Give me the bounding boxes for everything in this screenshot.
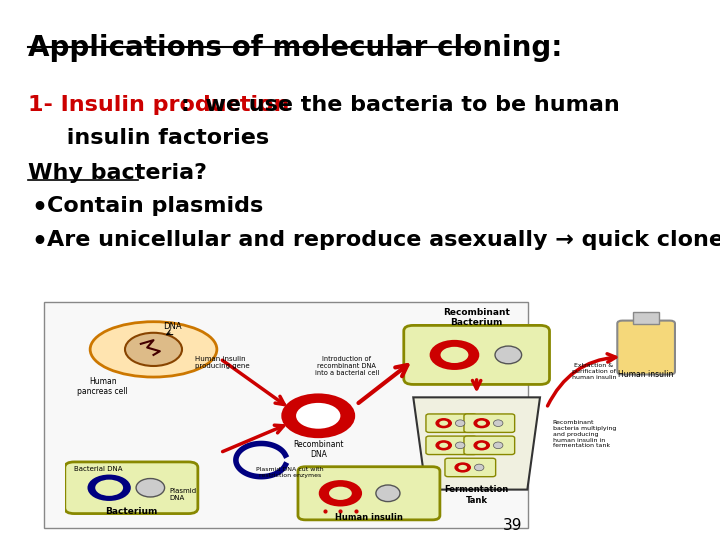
- Text: Human insulin: Human insulin: [618, 370, 673, 379]
- Text: Recombinant
DNA: Recombinant DNA: [293, 440, 343, 459]
- Circle shape: [95, 480, 123, 496]
- Circle shape: [474, 418, 490, 428]
- Text: Human
pancreas cell: Human pancreas cell: [78, 377, 128, 396]
- Ellipse shape: [456, 420, 465, 427]
- Ellipse shape: [493, 442, 503, 449]
- Circle shape: [320, 482, 361, 505]
- FancyBboxPatch shape: [632, 312, 659, 325]
- Text: :  we use the bacteria to be human: : we use the bacteria to be human: [181, 96, 620, 116]
- Circle shape: [439, 443, 448, 448]
- Text: Contain plasmids: Contain plasmids: [47, 196, 264, 216]
- FancyBboxPatch shape: [404, 326, 549, 384]
- Circle shape: [455, 463, 470, 472]
- Text: Bacterial DNA: Bacterial DNA: [74, 466, 123, 472]
- Text: 1- Insulin production: 1- Insulin production: [28, 96, 289, 116]
- Ellipse shape: [493, 420, 503, 427]
- Circle shape: [439, 421, 448, 426]
- Polygon shape: [413, 397, 540, 490]
- Text: Plasmid
DNA: Plasmid DNA: [169, 488, 197, 501]
- Text: •: •: [31, 230, 47, 254]
- Ellipse shape: [90, 322, 217, 377]
- Circle shape: [125, 333, 182, 366]
- FancyBboxPatch shape: [445, 458, 495, 477]
- Circle shape: [329, 487, 352, 500]
- FancyBboxPatch shape: [464, 436, 515, 455]
- FancyBboxPatch shape: [426, 414, 477, 433]
- FancyBboxPatch shape: [464, 414, 515, 433]
- Text: Applications of molecular cloning:: Applications of molecular cloning:: [28, 33, 562, 62]
- Text: Bacterium: Bacterium: [105, 507, 158, 516]
- Circle shape: [431, 341, 478, 369]
- Text: Are unicellular and reproduce asexually → quick clones: Are unicellular and reproduce asexually …: [47, 230, 720, 249]
- FancyBboxPatch shape: [45, 302, 528, 528]
- FancyBboxPatch shape: [426, 436, 477, 455]
- Ellipse shape: [495, 346, 521, 364]
- Ellipse shape: [474, 464, 484, 471]
- Circle shape: [436, 441, 451, 450]
- Text: Fermentation
Tank: Fermentation Tank: [444, 485, 509, 504]
- Text: •: •: [31, 196, 47, 220]
- Text: Extraction &
purification of
human insulin: Extraction & purification of human insul…: [572, 363, 616, 380]
- Text: Recombinant
Bacterium: Recombinant Bacterium: [444, 308, 510, 327]
- Circle shape: [441, 347, 469, 363]
- Text: DNA: DNA: [163, 322, 182, 331]
- FancyBboxPatch shape: [298, 467, 440, 520]
- Ellipse shape: [456, 442, 465, 449]
- Circle shape: [477, 443, 486, 448]
- Text: insulin factories: insulin factories: [28, 127, 269, 147]
- Text: Human insulin
producing gene: Human insulin producing gene: [194, 356, 249, 369]
- Circle shape: [458, 465, 467, 470]
- Text: Introduction of
recombinant DNA
into a bacterial cell: Introduction of recombinant DNA into a b…: [315, 356, 379, 376]
- Circle shape: [89, 476, 130, 500]
- Text: Recombinant
bacteria multiplying
and producing
human insulin in
fermentation tan: Recombinant bacteria multiplying and pro…: [553, 420, 616, 448]
- Ellipse shape: [136, 478, 165, 497]
- FancyBboxPatch shape: [617, 321, 675, 374]
- Circle shape: [477, 421, 486, 426]
- Text: 39: 39: [503, 518, 523, 533]
- Text: Plasmid DNA cut with
restriction enzymes: Plasmid DNA cut with restriction enzymes: [256, 467, 323, 478]
- Ellipse shape: [376, 485, 400, 502]
- Circle shape: [284, 395, 353, 436]
- Circle shape: [474, 441, 490, 450]
- Circle shape: [436, 418, 451, 428]
- FancyBboxPatch shape: [65, 462, 198, 514]
- Circle shape: [296, 403, 341, 429]
- Text: Human insulin: Human insulin: [335, 513, 403, 522]
- Text: Why bacteria?: Why bacteria?: [28, 163, 207, 183]
